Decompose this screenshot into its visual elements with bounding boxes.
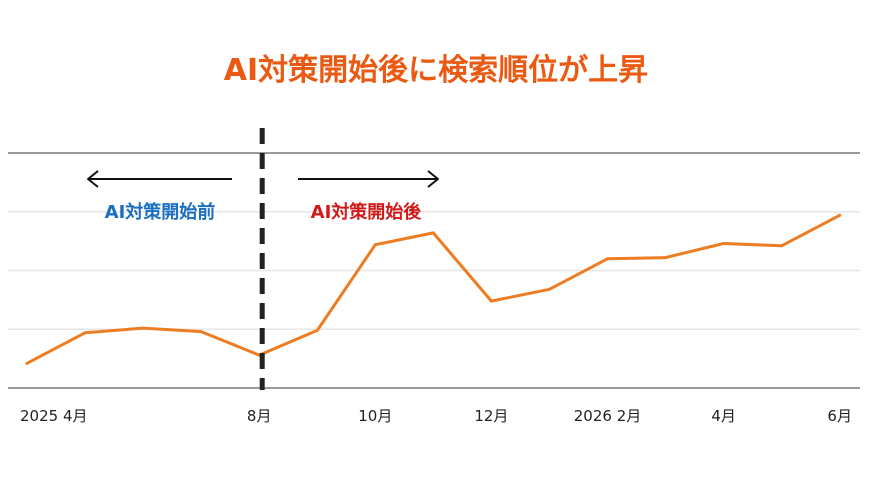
data-points: [25, 213, 842, 365]
data-point: [315, 328, 319, 332]
data-point: [722, 241, 726, 245]
x-tick-label: 2025 4月: [20, 407, 88, 425]
data-point: [606, 257, 609, 261]
x-tick-label: 8月: [247, 407, 272, 425]
data-point: [780, 244, 784, 248]
series-line: [25, 213, 842, 365]
grid-lines: [8, 211, 860, 330]
data-point: [25, 361, 29, 365]
data-point: [141, 326, 145, 330]
x-tick-labels: 2025 4月 8月 10月 12月 2026 2月 4月 6月: [20, 407, 852, 425]
x-tick-label: 4月: [711, 407, 736, 425]
x-tick-label: 10月: [358, 407, 392, 425]
data-point: [431, 231, 435, 235]
data-point: [547, 287, 551, 291]
phase-label-before: AI対策開始前: [105, 201, 216, 223]
data-point: [373, 243, 377, 247]
data-point: [199, 330, 203, 334]
arrow-left-icon: [87, 170, 232, 188]
data-point: [664, 256, 668, 260]
data-point: [838, 213, 842, 217]
data-point: [489, 299, 493, 303]
data-point: [83, 331, 87, 335]
x-tick-label: 2026 2月: [574, 407, 642, 425]
x-tick-label: 12月: [474, 407, 508, 425]
phase-label-after: AI対策開始後: [311, 201, 423, 223]
x-tick-label: 6月: [827, 407, 852, 425]
chart-title: AI対策開始後に検索順位が上昇: [224, 53, 648, 88]
arrow-right-icon: [298, 170, 439, 188]
